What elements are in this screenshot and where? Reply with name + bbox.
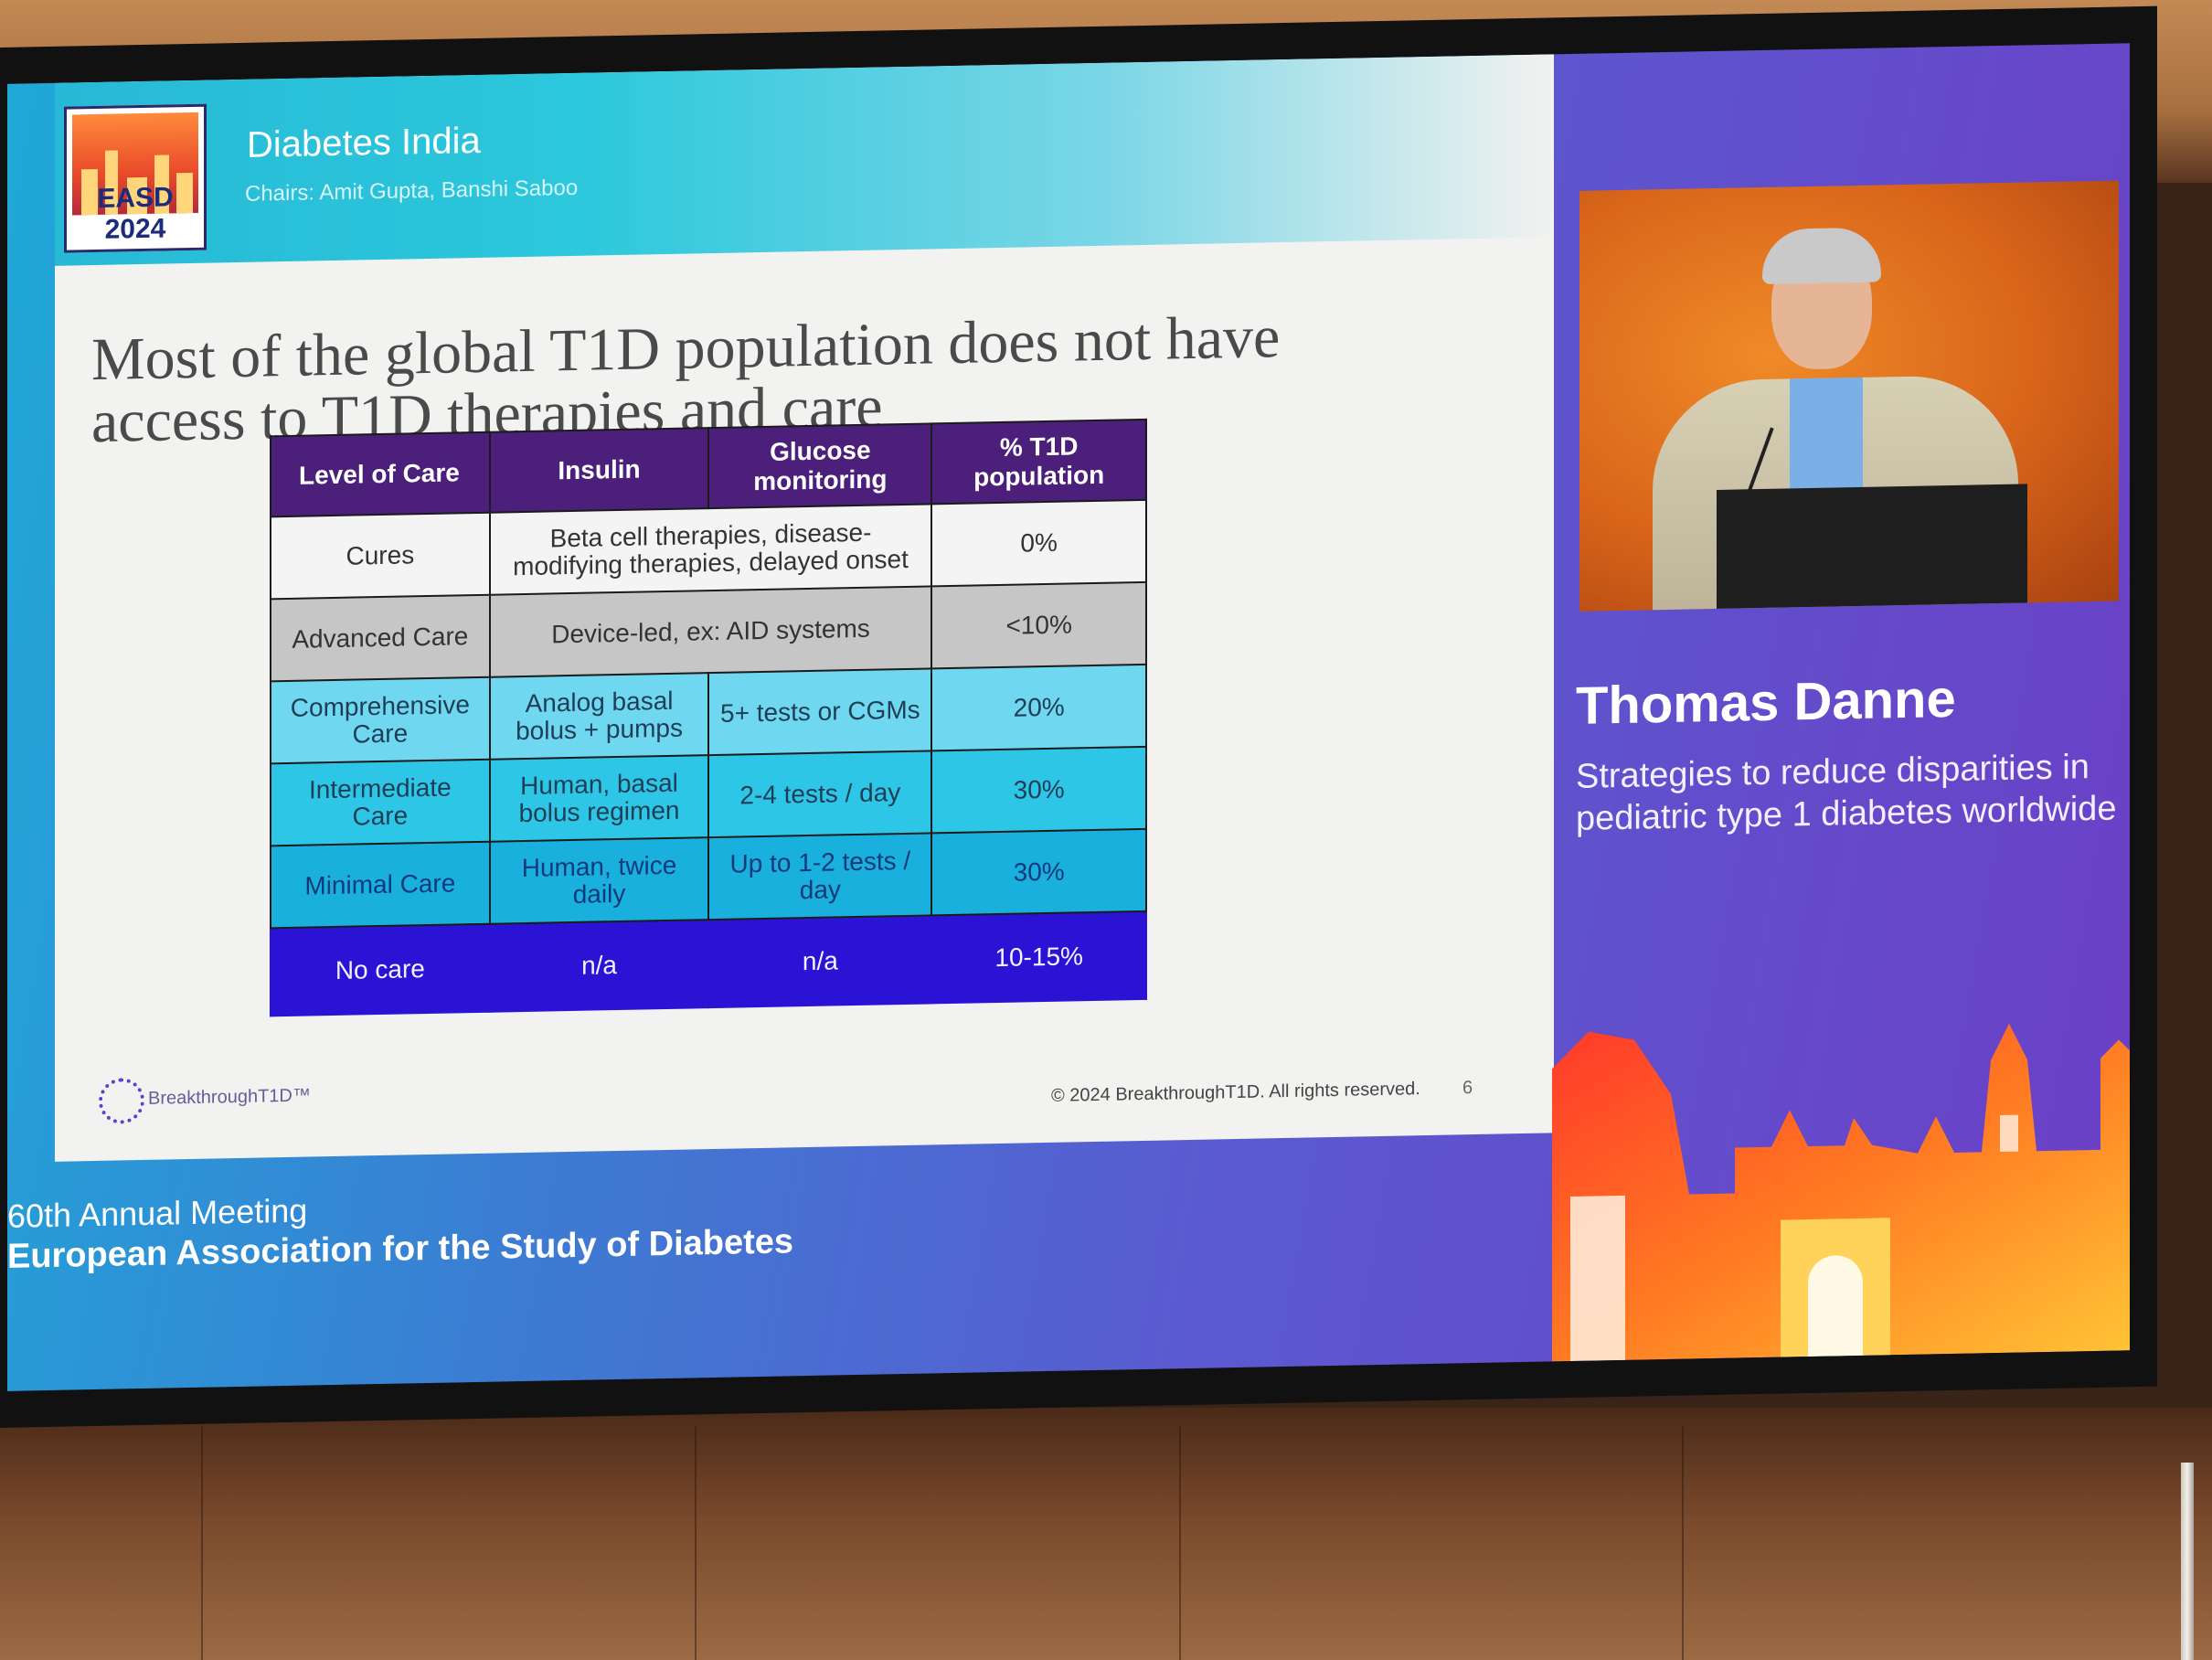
wall-panel-seam [695, 1426, 697, 1660]
pct-cell: <10% [931, 581, 1146, 669]
screen-stand-pole [2181, 1463, 2194, 1660]
level-cell: Comprehensive Care [271, 676, 490, 764]
glucose-cell: 5+ tests or CGMs [708, 668, 932, 756]
wall-panel-seam [1682, 1426, 1684, 1660]
speaker-name: Thomas Danne [1576, 668, 1956, 736]
slide-page-number: 6 [1462, 1078, 1473, 1099]
column-header-insulin: Insulin [489, 428, 709, 513]
column-header-pct: % T1D population [931, 419, 1146, 505]
table-row: No care n/a n/a 10-15% [271, 910, 1146, 1016]
speaker-video-feed [1579, 180, 2119, 612]
pct-cell: 20% [931, 664, 1146, 751]
projection-screen: EASD 2024 Diabetes India Chairs: Amit Gu… [0, 5, 2157, 1429]
glucose-cell: Up to 1-2 tests / day [708, 833, 932, 920]
therapy-cell: Device-led, ex: AID systems [489, 586, 932, 677]
glucose-cell: 2-4 tests / day [708, 750, 932, 838]
column-header-glucose: Glucose monitoring [708, 423, 932, 509]
podium-laptop [1717, 484, 2027, 612]
therapy-cell: Beta cell therapies, disease-modifying t… [489, 504, 932, 595]
easd-logo: EASD 2024 [64, 103, 207, 253]
insulin-cell: n/a [489, 920, 709, 1012]
wall-panel-seam [201, 1426, 203, 1660]
level-cell: No care [271, 923, 490, 1016]
meeting-edition: 60th Annual Meeting [7, 1191, 308, 1235]
level-cell: Minimal Care [271, 841, 490, 929]
room-wall [0, 1408, 2212, 1660]
screen-display: EASD 2024 Diabetes India Chairs: Amit Gu… [7, 43, 2130, 1391]
column-header-level: Level of Care [271, 431, 490, 517]
talk-title: Strategies to reduce disparities in pedi… [1576, 748, 2117, 838]
level-cell: Intermediate Care [271, 759, 490, 846]
pct-cell: 10-15% [931, 910, 1146, 1004]
easd-logo-text: EASD 2024 [97, 182, 174, 245]
copyright-notice: © 2024 BreakthroughT1D. All rights reser… [1051, 1079, 1420, 1106]
madrid-skyline-illustration [1552, 1023, 2130, 1362]
insulin-cell: Human, twice daily [489, 837, 709, 924]
insulin-cell: Human, basal bolus regimen [489, 755, 709, 842]
session-title: Diabetes India [247, 120, 481, 165]
breakthrought1d-logo-text: BreakthroughT1D™ [148, 1085, 311, 1109]
pct-cell: 0% [931, 499, 1146, 587]
care-levels-table: Level of Care Insulin Glucose monitoring… [270, 419, 1147, 1016]
level-cell: Cures [271, 512, 490, 600]
pct-cell: 30% [931, 746, 1146, 834]
pct-cell: 30% [931, 828, 1146, 916]
level-cell: Advanced Care [271, 594, 490, 682]
wall-panel-seam [1179, 1426, 1181, 1660]
glucose-cell: n/a [708, 915, 932, 1008]
breakthrought1d-logo: BreakthroughT1D™ [99, 1074, 336, 1133]
starburst-icon [99, 1077, 144, 1124]
presentation-slide: EASD 2024 Diabetes India Chairs: Amit Gu… [55, 54, 1554, 1162]
insulin-cell: Analog basal bolus + pumps [489, 673, 709, 760]
speaker-hair [1762, 227, 1881, 284]
